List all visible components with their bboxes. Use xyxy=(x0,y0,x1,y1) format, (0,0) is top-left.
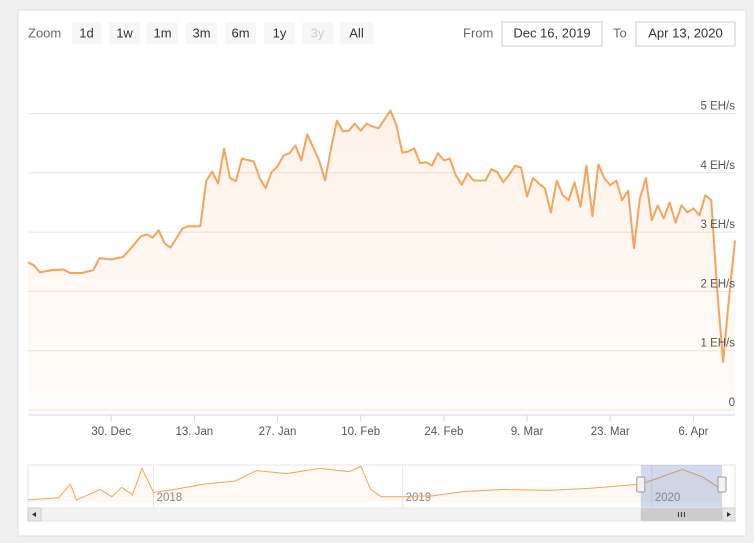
x-tick-label: 24. Feb xyxy=(424,426,463,438)
from-value: Dec 16, 2019 xyxy=(513,25,590,40)
y-tick-label: 0 xyxy=(729,397,735,409)
button-label: All xyxy=(349,25,364,40)
button-label: 1y xyxy=(273,25,287,40)
range-button[interactable]: 1d xyxy=(72,22,101,44)
button-bg xyxy=(302,22,333,44)
range-button[interactable]: 1w xyxy=(109,22,140,44)
button-label: 3y xyxy=(311,25,325,40)
from-label: From xyxy=(463,25,493,40)
button-label: 3m xyxy=(192,25,210,40)
arrow-icon xyxy=(727,512,731,517)
range-selector: Zoom 1d 1w 1m 3m 6m 1y 3y All From Dec 16, 2019 To A… xyxy=(28,21,736,47)
range-button[interactable]: All xyxy=(340,22,373,44)
scrollbar-grip xyxy=(677,512,685,517)
button-bg xyxy=(225,22,256,44)
y-tick-label: 3 EH/s xyxy=(700,219,735,231)
x-tick-label: 27. Jan xyxy=(259,426,297,438)
y-tick-label: 4 EH/s xyxy=(700,160,735,172)
zoom-label: Zoom xyxy=(28,25,61,40)
navigator-tick-label: 2019 xyxy=(406,492,432,504)
range-button[interactable]: 1m xyxy=(147,22,178,44)
arrow-icon xyxy=(32,512,36,517)
navigator-mask xyxy=(640,465,722,508)
navigator-area xyxy=(28,466,722,502)
x-tick-label: 30. Dec xyxy=(91,426,131,438)
button-label: 1d xyxy=(79,25,93,40)
button-bg xyxy=(186,22,217,44)
button-bg xyxy=(264,22,295,44)
button-bg xyxy=(147,22,178,44)
range-button: 3y xyxy=(302,22,333,44)
x-tick-label: 9. Mar xyxy=(511,426,544,438)
navigator: 2018 2019 2020 xyxy=(27,464,736,522)
navigator-handle[interactable] xyxy=(717,476,727,493)
button-bg xyxy=(72,22,101,44)
button-bg xyxy=(340,22,373,44)
range-button[interactable]: 6m xyxy=(225,22,256,44)
x-tick-label: 23. Mar xyxy=(591,426,630,438)
range-button[interactable]: 3m xyxy=(186,22,217,44)
navigator-tick-label: 2018 xyxy=(157,492,183,504)
to-value: Apr 13, 2020 xyxy=(648,25,722,40)
range-button[interactable]: 1y xyxy=(264,22,295,44)
navigator-handle[interactable] xyxy=(636,476,646,493)
x-tick-label: 10. Feb xyxy=(341,426,380,438)
from-input[interactable] xyxy=(501,21,603,47)
plot-area xyxy=(27,109,736,410)
button-label: 1m xyxy=(153,25,171,40)
axes: 0 1 EH/s 2 EH/s 3 EH/s 4 EH/s 5 EH/s 30. Dec 13… xyxy=(28,101,735,438)
navigator-tick-label: 2020 xyxy=(655,492,681,504)
scrollbar-track xyxy=(27,507,736,522)
button-label: 6m xyxy=(231,25,249,40)
y-tick-label: 1 EH/s xyxy=(700,338,735,350)
y-tick-label: 5 EH/s xyxy=(700,101,735,113)
to-input[interactable] xyxy=(635,21,736,47)
button-bg xyxy=(109,22,140,44)
series-line xyxy=(27,109,736,363)
x-tick-label: 6. Apr xyxy=(678,426,708,438)
navigator-line xyxy=(27,465,723,501)
to-label: To xyxy=(613,25,627,40)
y-tick-label: 2 EH/s xyxy=(700,278,735,290)
x-tick-label: 13. Jan xyxy=(175,426,213,438)
button-label: 1w xyxy=(116,25,133,40)
